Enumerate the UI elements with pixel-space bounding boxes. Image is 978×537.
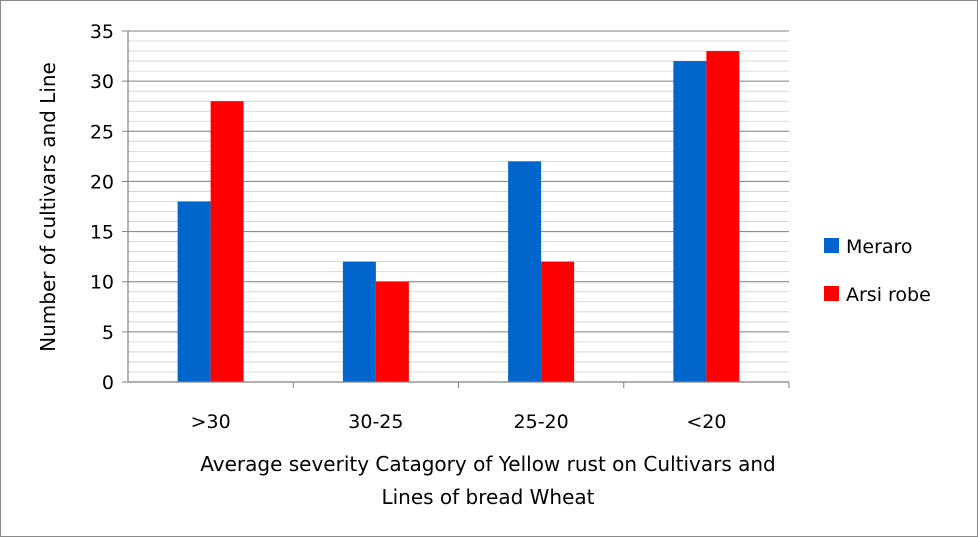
x-tick-label: <20: [686, 411, 726, 433]
legend: Meraro Arsi robe: [824, 236, 931, 306]
x-tick-labels: >30 30-25 25-20 <20: [191, 382, 790, 433]
bar-meraro-1: [342, 261, 376, 382]
y-tick-label: 20: [90, 171, 114, 193]
legend-swatch-meraro: [824, 238, 839, 253]
y-tick-label: 25: [90, 121, 114, 143]
bar-arsi-robe-2: [541, 261, 575, 382]
x-tick-label: 25-20: [514, 411, 569, 433]
y-tick-label: 5: [102, 322, 114, 344]
bar-meraro-0: [177, 201, 211, 382]
x-tick-label: 30-25: [348, 411, 403, 433]
legend-swatch-arsi-robe: [824, 286, 839, 301]
x-tick-label: >30: [191, 411, 231, 433]
y-tick-labels: 0 5 10 15 20 25 30 35: [90, 21, 128, 394]
y-tick-label: 0: [102, 372, 114, 394]
bar-arsi-robe-1: [375, 281, 409, 382]
y-tick-label: 15: [90, 222, 114, 244]
x-axis-title-line-1: Average severity Catagory of Yellow rust…: [200, 452, 776, 476]
y-tick-label: 30: [90, 71, 114, 93]
x-axis-title-line-2: Lines of bread Wheat: [381, 485, 594, 509]
bar-arsi-robe-3: [706, 51, 740, 383]
bar-meraro-3: [673, 61, 707, 382]
legend-label-arsi-robe: Arsi robe: [846, 284, 931, 306]
bar-arsi-robe-0: [210, 101, 244, 382]
y-tick-label: 35: [90, 21, 114, 43]
bars: [177, 51, 740, 383]
legend-label-meraro: Meraro: [846, 236, 913, 258]
y-tick-label: 10: [90, 272, 114, 294]
bar-meraro-2: [508, 161, 542, 382]
y-axis-title: Number of cultivars and Line: [36, 62, 60, 352]
